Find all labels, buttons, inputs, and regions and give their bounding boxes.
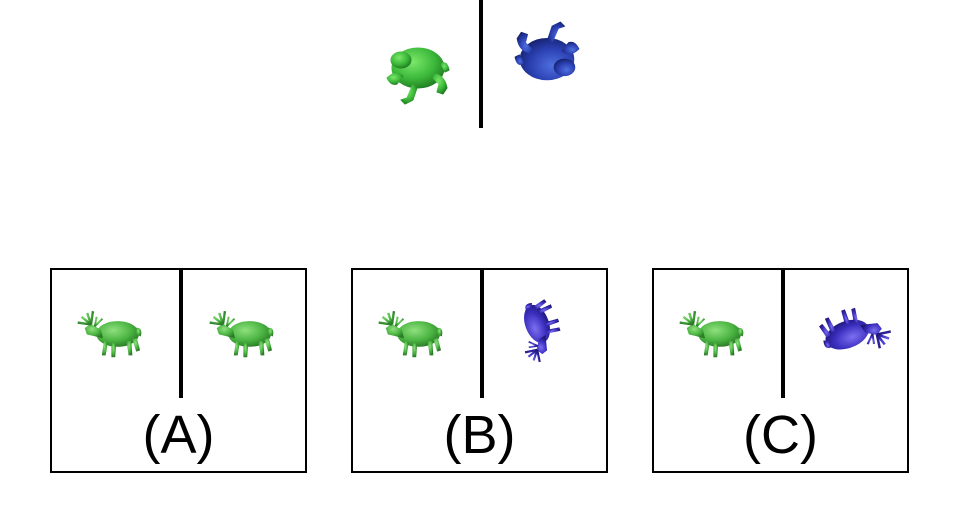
option-c[interactable]: (C) [652, 268, 909, 473]
frog-icon [378, 38, 458, 108]
prompt-divider [479, 0, 483, 128]
option-divider [480, 270, 484, 398]
deer-icon [508, 288, 581, 368]
option-divider [179, 270, 183, 398]
deer-icon [72, 302, 148, 364]
deer-icon [204, 302, 280, 364]
option-label: (B) [443, 405, 516, 465]
deer-icon [373, 302, 449, 364]
deer-icon [674, 302, 750, 364]
option-label: (A) [142, 405, 215, 465]
option-label: (C) [743, 405, 818, 465]
prompt-pair [370, 0, 594, 128]
frog-icon [508, 18, 586, 90]
option-a[interactable]: (A) [50, 268, 307, 473]
option-b[interactable]: (B) [351, 268, 608, 473]
deer-icon [814, 296, 897, 367]
option-divider [781, 270, 785, 398]
